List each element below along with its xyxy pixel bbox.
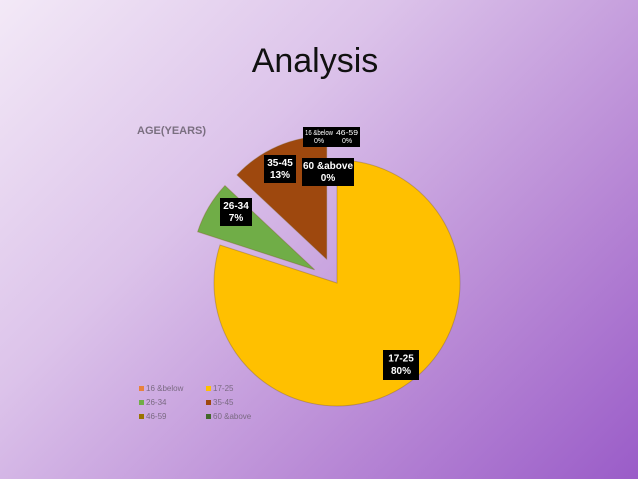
legend-swatch <box>139 400 144 405</box>
data-label-box <box>383 350 419 380</box>
data-label-value: 13% <box>270 170 290 181</box>
pie-slice <box>213 159 461 407</box>
data-label-box <box>303 127 335 147</box>
data-label-box <box>302 158 354 186</box>
slide-title: Analysis <box>252 42 379 80</box>
data-label-category: 60 &above <box>303 161 353 172</box>
data-label-category: 17-25 <box>388 354 414 365</box>
data-label-category: 46-59 <box>336 130 358 137</box>
data-label-category: 26-34 <box>223 201 249 212</box>
legend-swatch <box>139 414 144 419</box>
data-label-box <box>264 155 296 183</box>
legend-label: 60 &above <box>213 412 252 421</box>
legend-swatch <box>139 386 144 391</box>
legend-label: 17-25 <box>213 384 234 393</box>
chart-title: AGE(YEARS) <box>137 125 206 137</box>
data-label-value: 0% <box>342 138 352 145</box>
data-label-value: 80% <box>391 366 411 377</box>
data-label-value: 0% <box>321 173 336 184</box>
legend-swatch <box>206 400 211 405</box>
data-label-value: 7% <box>229 213 244 224</box>
data-label-category: 35-45 <box>267 158 293 169</box>
data-label-value: 0% <box>314 138 324 145</box>
data-label-box <box>220 198 252 226</box>
legend-label: 26-34 <box>146 398 167 407</box>
legend-swatch <box>206 386 211 391</box>
data-label-category: 16 &below <box>305 130 334 137</box>
legend-label: 46-59 <box>146 412 167 421</box>
legend-swatch <box>206 414 211 419</box>
data-label-box <box>334 127 360 147</box>
legend-label: 16 &below <box>146 384 184 393</box>
legend-label: 35-45 <box>213 398 234 407</box>
